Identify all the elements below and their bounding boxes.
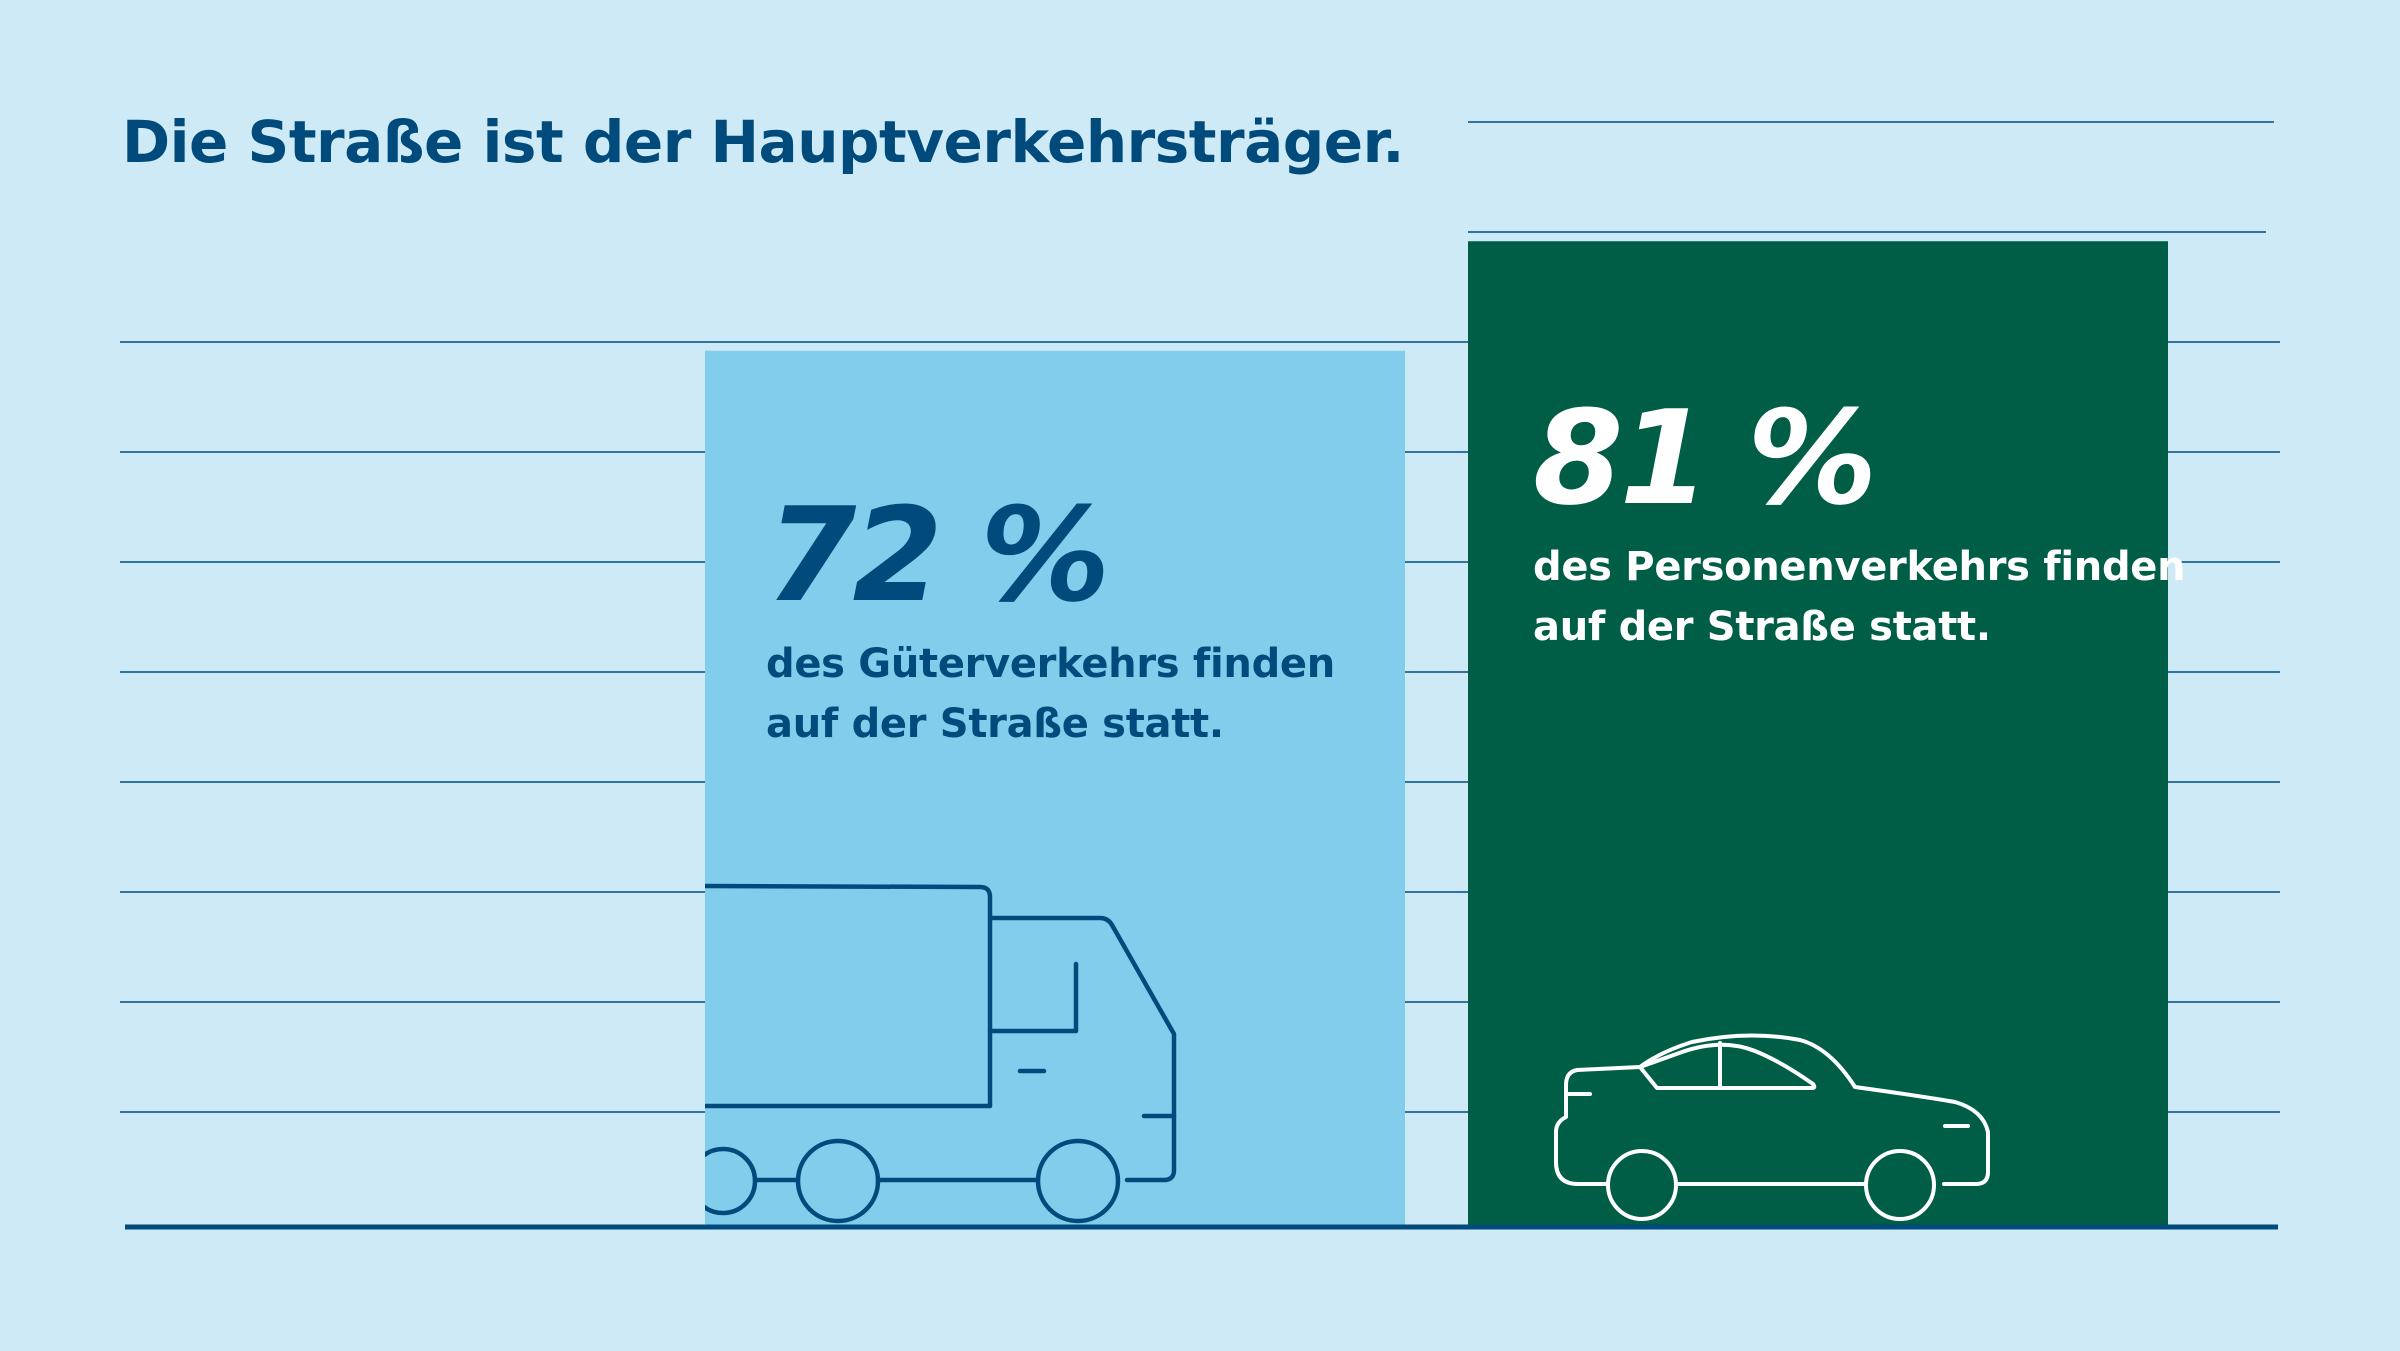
freight-label: 72 % des Güterverkehrs finden auf der St… (766, 490, 1335, 754)
passenger-value-label: 81 % (1533, 382, 1877, 534)
passenger-description-line-1: des Personenverkehrs finden (1533, 544, 2186, 590)
truck-icon (705, 883, 1177, 1224)
freight-description-line-2: auf der Straße statt. (766, 701, 1224, 747)
chart-title: Die Straße ist der Hauptverkehrsträger. (122, 108, 1404, 176)
passenger-description: des Personenverkehrs finden auf der Stra… (1533, 537, 2186, 657)
passenger-label: 81 % des Personenverkehrs finden auf der… (1533, 382, 2186, 657)
freight-description: des Güterverkehrs finden auf der Straße … (766, 634, 1335, 754)
car-icon (1554, 1033, 1990, 1221)
bar-freight (705, 350, 1405, 1227)
freight-description-line-1: des Güterverkehrs finden (766, 641, 1335, 687)
freight-value-label: 72 % (766, 479, 1110, 631)
passenger-description-line-2: auf der Straße statt. (1533, 604, 1991, 650)
bar-passenger (1468, 241, 2168, 1228)
